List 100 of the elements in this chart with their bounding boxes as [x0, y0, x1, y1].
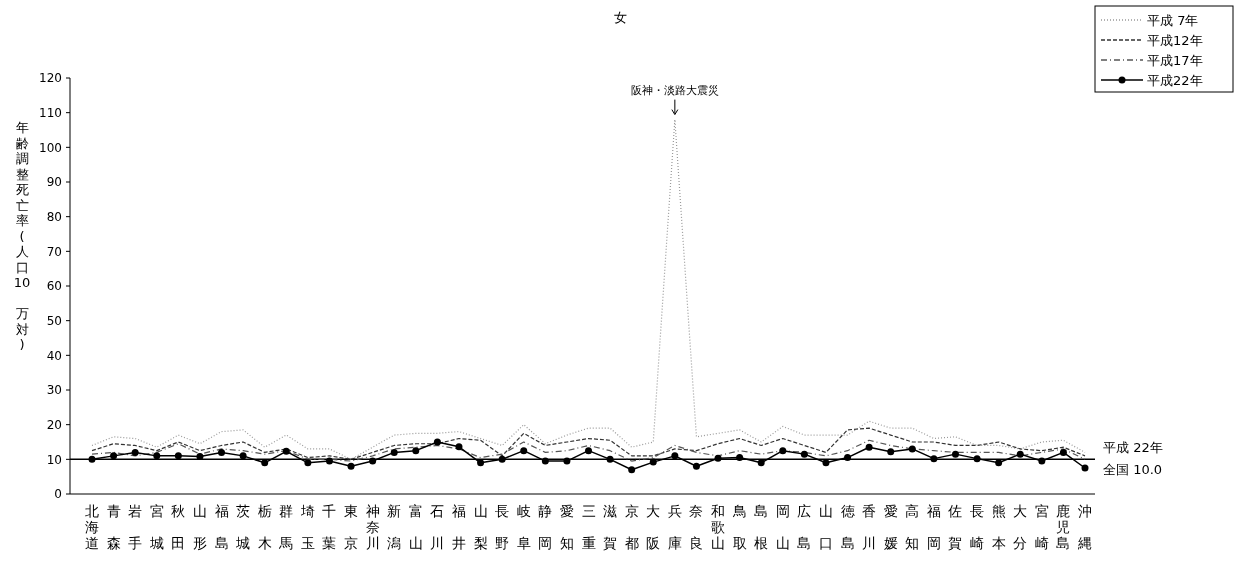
y-tick-label: 80	[46, 209, 62, 224]
x-tick-label: 愛媛	[883, 503, 898, 551]
x-tick-label: 鳥取	[731, 503, 747, 551]
x-tick-label: 沖縄	[1077, 503, 1092, 551]
x-tick-label: 奈良	[689, 503, 704, 551]
point	[973, 455, 981, 463]
point	[282, 447, 290, 455]
chart-title: 女	[613, 10, 627, 25]
x-tick-label: 山口	[818, 503, 833, 551]
legend-label: 平成12年	[1147, 32, 1203, 48]
legend-label: 平成22年	[1147, 72, 1203, 88]
x-tick-label: 岐阜	[516, 503, 531, 551]
x-tick-label: 徳島	[840, 503, 855, 551]
y-tick-label: 40	[46, 348, 62, 363]
point	[498, 455, 506, 463]
y-tick-label: 0	[54, 487, 62, 502]
x-tick-label: 長崎	[970, 503, 985, 551]
x-tick-label: 北海道	[85, 503, 99, 551]
point	[325, 457, 333, 465]
point	[563, 457, 571, 465]
point	[585, 447, 592, 455]
point	[369, 457, 377, 465]
x-tick-label: 福岡	[926, 503, 941, 551]
y-tick-label: 120	[39, 71, 62, 86]
x-tick-label: 石川	[430, 503, 445, 551]
x-tick-label: 宮崎	[1034, 503, 1049, 551]
x-tick-label: 兵庫	[667, 503, 682, 551]
point	[433, 438, 441, 446]
x-tick-label: 群馬	[278, 503, 294, 551]
legend-label: 平成 7年	[1147, 12, 1199, 28]
x-tick-label: 佐賀	[948, 503, 963, 551]
point	[692, 462, 700, 470]
y-tick-label: 20	[46, 417, 62, 432]
point	[671, 452, 679, 460]
point	[1081, 464, 1089, 472]
point	[1016, 450, 1024, 458]
point	[520, 447, 528, 455]
legend-label: 平成17年	[1147, 52, 1203, 68]
x-tick-label: 東京	[344, 503, 359, 551]
x-tick-label: 茨城	[235, 503, 251, 551]
x-tick-label: 大阪	[646, 503, 661, 551]
x-tick-label: 静岡	[538, 503, 553, 551]
y-tick-label: 60	[46, 279, 62, 294]
y-tick-label: 50	[46, 313, 62, 328]
point	[887, 448, 895, 456]
text: 年齢調整死亡率(人口10 万対)	[13, 120, 31, 352]
x-tick-label: 滋賀	[603, 503, 618, 551]
x-tick-label: 長野	[495, 503, 510, 551]
point	[218, 448, 226, 456]
x-tick-label: 熊本	[991, 503, 1006, 551]
y-tick-label: 90	[46, 175, 62, 190]
x-tick-label: 富山	[408, 503, 423, 551]
point	[261, 459, 269, 467]
x-tick-label: 島根	[754, 503, 769, 551]
x-tick-label: 神奈川	[365, 503, 380, 551]
text: 平成 22年	[1103, 440, 1163, 456]
x-tick-label: 広島	[797, 503, 812, 551]
point	[131, 448, 139, 456]
point	[477, 459, 485, 467]
point	[174, 452, 182, 460]
point	[541, 457, 549, 465]
point	[1038, 457, 1046, 465]
x-tick-label: 千葉	[322, 503, 337, 551]
point	[153, 452, 161, 460]
x-tick-label: 山梨	[473, 503, 488, 551]
x-tick-label: 岡山	[775, 503, 790, 551]
point	[908, 445, 916, 453]
x-tick-label: 岩手	[128, 503, 143, 551]
y-tick-label: 100	[39, 140, 62, 155]
point	[649, 458, 657, 466]
point	[930, 455, 938, 463]
point	[239, 452, 247, 460]
point	[822, 459, 830, 467]
y-tick-label: 30	[46, 383, 62, 398]
point	[757, 459, 765, 467]
x-tick-label: 秋田	[171, 503, 186, 551]
point	[951, 450, 959, 458]
point	[779, 447, 787, 455]
point	[865, 443, 873, 451]
y-tick-label: 10	[46, 452, 62, 467]
x-tick-label: 福島	[214, 503, 229, 551]
x-tick-label: 鹿児島	[1056, 503, 1071, 551]
x-tick-label: 福井	[451, 503, 466, 551]
point	[1059, 448, 1067, 456]
point	[736, 454, 744, 462]
point	[714, 454, 722, 462]
point	[455, 443, 463, 451]
x-tick-label: 青森	[106, 503, 121, 551]
ref-line-label: 全国 10.0	[1103, 462, 1163, 478]
x-tick-label: 埼玉	[299, 503, 315, 551]
x-tick-label: 愛知	[559, 503, 574, 551]
x-tick-label: 大分	[1013, 503, 1028, 551]
x-tick-label: 京都	[624, 503, 639, 551]
point	[390, 448, 398, 456]
point	[88, 455, 96, 463]
point	[110, 452, 118, 460]
point	[304, 459, 312, 467]
point	[800, 450, 808, 458]
point	[995, 459, 1003, 467]
point	[412, 447, 420, 455]
